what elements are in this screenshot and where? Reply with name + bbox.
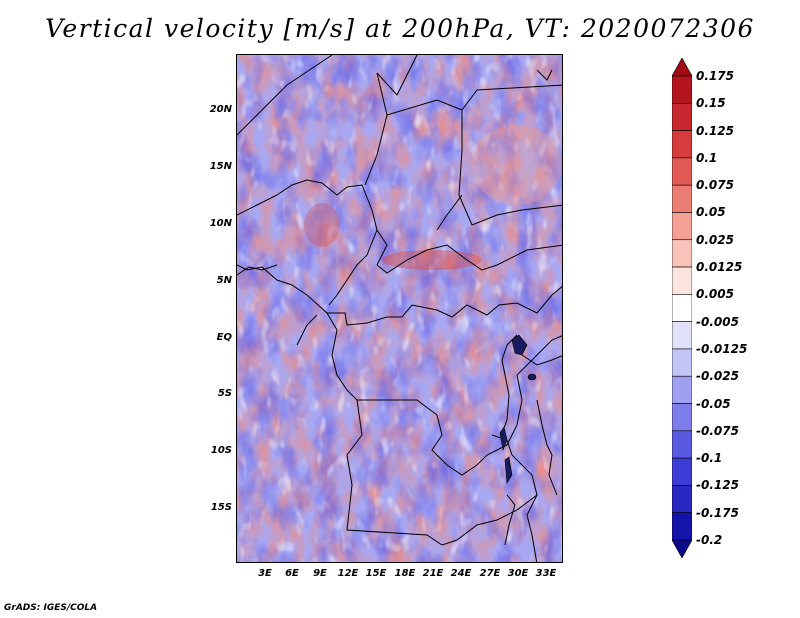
colorbar-tick-label: -0.2 <box>696 533 723 547</box>
colorbar-tick-label: -0.125 <box>696 478 739 493</box>
colorbar-tick-label: 0.1 <box>696 150 718 165</box>
colorbar-swatch <box>672 321 692 350</box>
colorbar-tick-label: 0.0125 <box>696 260 743 275</box>
colorbar-tick-label: -0.075 <box>696 423 739 438</box>
colorbar-tick-label: 0.075 <box>696 178 734 193</box>
colorbar-tick-label: -0.1 <box>696 451 723 466</box>
colorbar-swatch <box>672 512 692 541</box>
lon-label-33e: 33E <box>535 568 557 579</box>
colorbar-tick-label: 0.05 <box>696 205 726 220</box>
colorbar-swatch <box>672 239 692 268</box>
lon-label-30e: 30E <box>507 568 529 579</box>
colorbar-swatch <box>672 58 692 77</box>
updraft-region-ne <box>472 125 562 205</box>
lat-label-eq: EQ <box>216 332 232 343</box>
colorbar-swatch <box>672 294 692 322</box>
colorbar-swatch <box>672 430 692 459</box>
colorbar-swatch <box>672 539 692 558</box>
strong-updraft-cell <box>304 203 340 247</box>
map-panel <box>236 54 563 563</box>
colorbar-swatch <box>672 485 692 514</box>
lat-label-10s: 10S <box>210 445 232 456</box>
colorbar-swatch <box>672 348 692 377</box>
lakes <box>499 334 537 484</box>
colorbar-tick-label: 0.025 <box>696 232 734 247</box>
colorbar-tick-label: 0.175 <box>696 69 734 83</box>
lon-label-15e: 15E <box>365 568 387 579</box>
lat-label-15n: 15N <box>209 161 232 172</box>
lon-label-21e: 21E <box>422 568 444 579</box>
colorbar-swatch <box>672 102 692 131</box>
colorbar-tick-label: 0.15 <box>696 96 726 111</box>
colorbar-tick-label: 0.005 <box>696 287 734 302</box>
colorbar-tick-label: -0.0125 <box>696 341 748 356</box>
colorbar-swatch <box>672 457 692 486</box>
vertical-velocity-field <box>237 55 562 562</box>
lat-label-15s: 15S <box>210 502 232 513</box>
colorbar-swatch <box>672 375 692 404</box>
lon-label-27e: 27E <box>479 568 501 579</box>
colorbar-tick-label: 0.125 <box>696 123 734 138</box>
colorbar <box>672 58 692 558</box>
lon-label-3e: 3E <box>258 568 272 579</box>
country-borders <box>237 55 562 562</box>
strong-updraft-band <box>382 250 482 270</box>
colorbar-tick-label: -0.025 <box>696 369 739 384</box>
lon-label-6e: 6E <box>285 568 299 579</box>
lat-label-5s: 5S <box>217 388 232 399</box>
lat-label-5n: 5N <box>216 275 232 286</box>
chart-title: Vertical velocity [m/s] at 200hPa, VT: 2… <box>45 14 755 43</box>
credit-text: GrADS: IGES/COLA <box>4 603 98 613</box>
lon-label-24e: 24E <box>450 568 472 579</box>
colorbar-swatch <box>672 266 692 295</box>
colorbar-swatch <box>672 157 692 186</box>
lon-label-9e: 9E <box>313 568 327 579</box>
lat-label-10n: 10N <box>209 218 232 229</box>
lat-label-20n: 20N <box>209 104 232 115</box>
colorbar-swatch <box>672 403 692 432</box>
lon-label-18e: 18E <box>394 568 416 579</box>
colorbar-swatch <box>672 130 692 159</box>
colorbar-swatch <box>672 184 692 213</box>
lon-label-12e: 12E <box>337 568 359 579</box>
colorbar-swatch <box>672 75 692 104</box>
colorbar-tick-label: -0.05 <box>696 396 731 411</box>
colorbar-tick-label: -0.175 <box>696 505 739 520</box>
colorbar-swatch <box>672 212 692 241</box>
colorbar-tick-label: -0.005 <box>696 314 739 329</box>
